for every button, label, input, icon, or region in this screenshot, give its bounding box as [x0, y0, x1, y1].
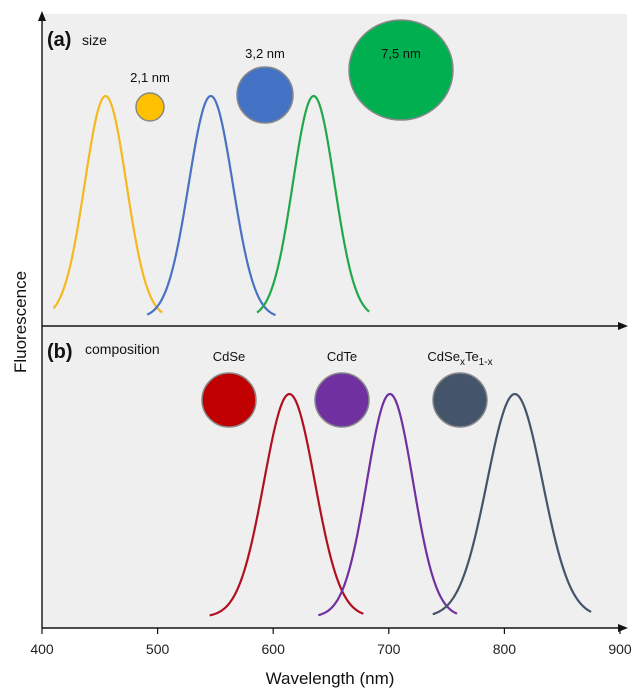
emission-curves [52, 94, 592, 617]
cdsexte1-x-label: CdSexTe1-x [427, 349, 492, 368]
cdse-dot [201, 372, 257, 428]
x-tick-label-500: 500 [146, 641, 170, 657]
x-axis-title: Wavelength (nm) [266, 669, 395, 688]
x-tick-label-600: 600 [262, 641, 286, 657]
panel-a-background [42, 14, 627, 325]
particle-3-2nm-dot [236, 66, 294, 124]
particle-2-1nm-dot [135, 92, 165, 122]
x-tick-label-800: 800 [493, 641, 517, 657]
y-axis [38, 11, 46, 628]
cdte-label: CdTe [327, 349, 357, 364]
y-axis-title: Fluorescence [11, 271, 30, 373]
cdte-dot [314, 372, 370, 428]
panel-a-letter: (a) [47, 29, 71, 51]
panel-separator-axis [42, 322, 628, 330]
panel-b-curve-2 [318, 392, 458, 617]
panel-a-curve-1 [52, 94, 163, 314]
panel-a-curve-3 [256, 94, 370, 314]
cdse-label: CdSe [213, 349, 246, 364]
panel-b-curve-1 [209, 392, 364, 617]
particle-7-5nm-label: 7,5 nm [381, 46, 421, 61]
x-tick-label-900: 900 [608, 641, 632, 657]
panel-a-curve-2 [146, 94, 276, 317]
x-axis-ticks: 400 500 600 700 800 900 [30, 628, 632, 657]
panel-b-curve-3 [432, 392, 592, 616]
particle-2-1nm-label: 2,1 nm [130, 70, 170, 85]
particle-7-5nm-dot [348, 19, 454, 121]
panel-a-description: size [82, 32, 107, 48]
particle-3-2nm-label: 3,2 nm [245, 46, 285, 61]
panel-b-background [42, 327, 627, 627]
x-tick-label-700: 700 [377, 641, 401, 657]
x-tick-label-400: 400 [30, 641, 54, 657]
panel-b-letter: (b) [47, 341, 73, 363]
cdsexte1-x-dot [432, 372, 488, 428]
panel-b-description: composition [85, 341, 160, 357]
